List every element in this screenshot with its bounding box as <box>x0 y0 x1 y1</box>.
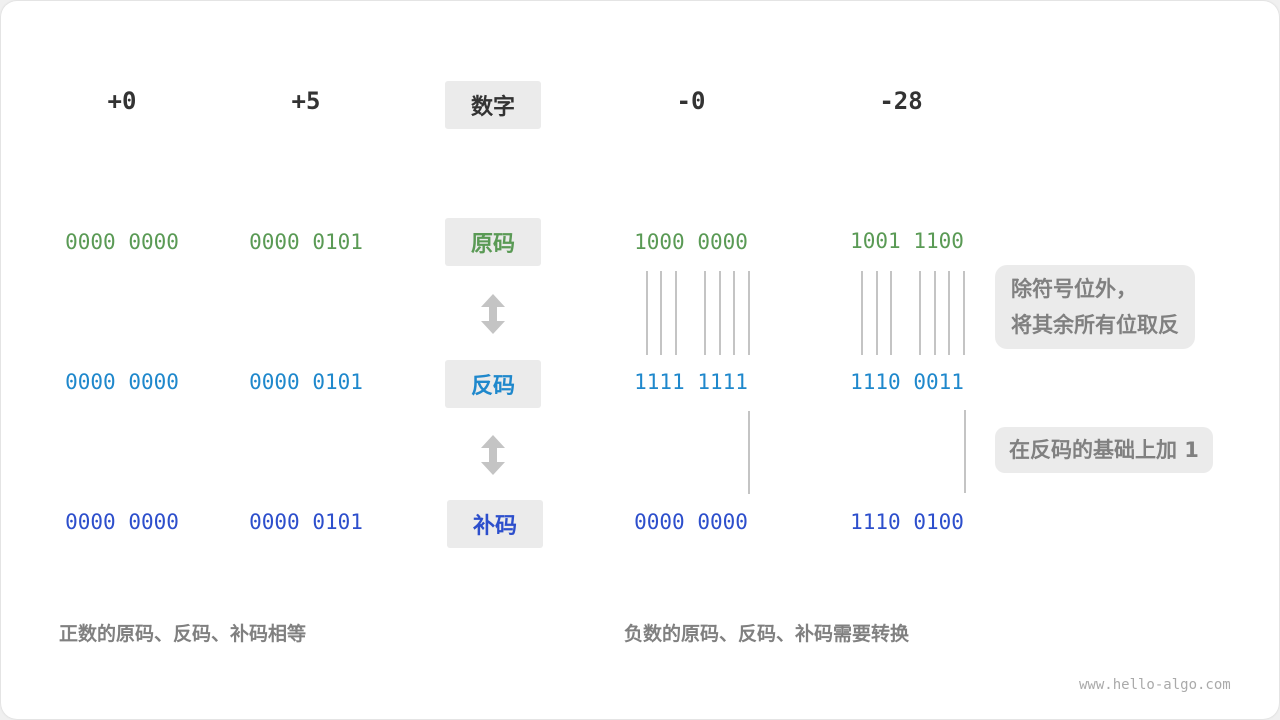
label-ones-complement: 反码 <box>445 360 541 408</box>
bits-oc-neg-zero: 1111 1111 <box>634 370 748 394</box>
header-pos-five: +5 <box>291 87 321 115</box>
header-neg-zero: -0 <box>676 87 706 115</box>
bits-tc-neg-28: 1110 0100 <box>850 510 964 534</box>
bits-oc-pos-five: 0000 0101 <box>249 370 363 394</box>
note-invert-line1: 除符号位外， <box>1011 277 1137 301</box>
note-invert-line2: 将其余所有位取反 <box>1011 313 1179 337</box>
bits-sm-pos-zero: 0000 0000 <box>65 230 179 254</box>
label-number: 数字 <box>445 81 541 129</box>
watermark: www.hello-algo.com <box>1079 677 1231 693</box>
bits-sm-neg-zero: 1000 0000 <box>634 230 748 254</box>
header-neg-28: -28 <box>879 87 923 115</box>
bits-sm-neg-28: 1001 1100 <box>850 229 964 253</box>
label-sign-magnitude: 原码 <box>445 218 541 266</box>
bits-tc-neg-zero: 0000 0000 <box>634 510 748 534</box>
bits-sm-pos-five: 0000 0101 <box>249 230 363 254</box>
double-arrow-icon <box>481 435 505 475</box>
caption-positive: 正数的原码、反码、补码相等 <box>59 623 307 645</box>
bits-oc-pos-zero: 0000 0000 <box>65 370 179 394</box>
bits-tc-pos-five: 0000 0101 <box>249 510 363 534</box>
double-arrow-icon <box>481 294 505 334</box>
label-twos-complement: 补码 <box>447 500 543 548</box>
note-add-one: 在反码的基础上加 1 <box>995 427 1213 473</box>
note-invert-bits: 除符号位外， 将其余所有位取反 <box>995 265 1195 349</box>
caption-negative: 负数的原码、反码、补码需要转换 <box>624 623 910 645</box>
header-pos-zero: +0 <box>107 87 137 115</box>
bits-oc-neg-28: 1110 0011 <box>850 370 964 394</box>
bits-tc-pos-zero: 0000 0000 <box>65 510 179 534</box>
